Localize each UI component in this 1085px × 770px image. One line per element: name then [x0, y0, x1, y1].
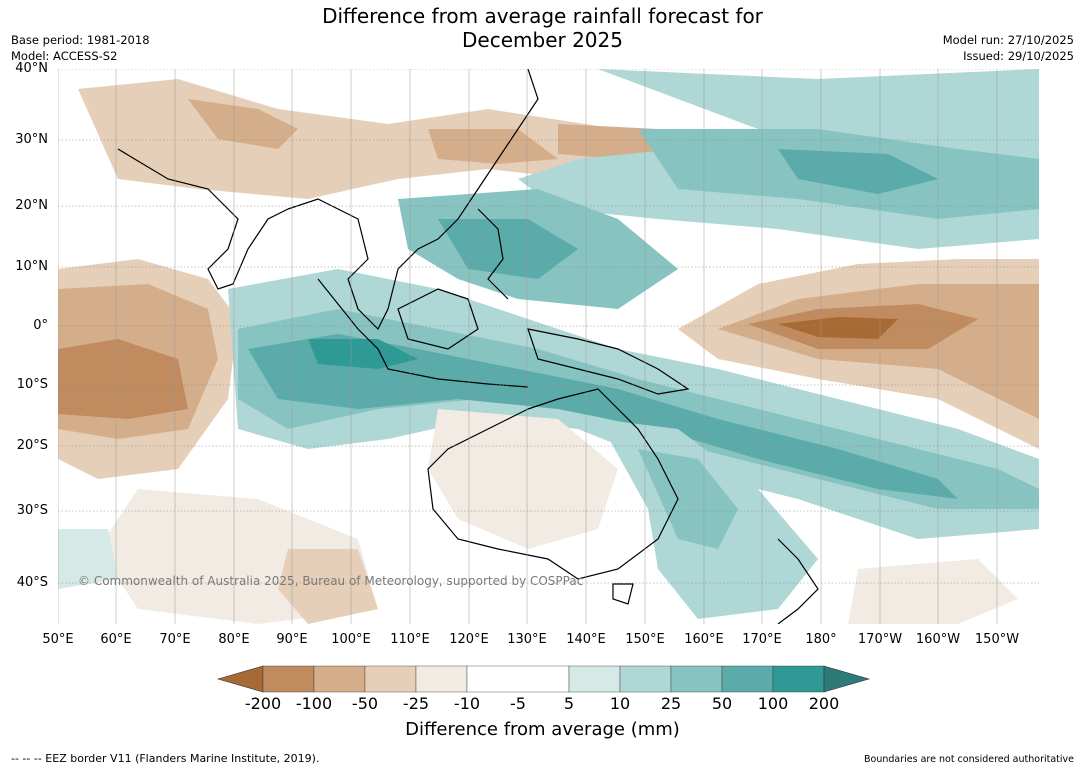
lon-label: 130°E	[507, 632, 547, 647]
lon-label: 120°E	[449, 632, 489, 647]
legend-tick: 10	[609, 694, 631, 713]
legend-tick: -25	[402, 694, 430, 713]
rainfall-anomaly-map	[58, 69, 1039, 624]
lat-label: 10°N	[15, 259, 48, 274]
legend-tick: -50	[351, 694, 379, 713]
legend-swatch	[619, 665, 672, 693]
lat-label: 0°	[33, 318, 48, 333]
legend-swatch	[772, 665, 825, 693]
eez-border-note: -- -- -- EEZ border V11 (Flanders Marine…	[11, 752, 320, 765]
base-period: Base period: 1981-2018	[11, 33, 150, 47]
lat-label: 10°S	[16, 377, 48, 392]
model-run: Model run: 27/10/2025	[942, 33, 1074, 47]
lon-label: 60°E	[100, 632, 132, 647]
gridlines	[58, 69, 1039, 584]
meta-left: Base period: 1981-2018 Model: ACCESS-S2	[11, 32, 150, 64]
copyright-notice: © Commonwealth of Australia 2025, Bureau…	[78, 574, 584, 588]
legend-tick: -200	[244, 694, 282, 713]
lon-label: 140°E	[566, 632, 606, 647]
legend-swatch	[415, 665, 468, 693]
legend-swatch	[568, 665, 621, 693]
legend-swatch	[466, 665, 570, 693]
legend-swatch	[364, 665, 417, 693]
legend-swatch	[313, 665, 366, 693]
lon-label: 70°E	[159, 632, 191, 647]
legend-tick: 200	[808, 694, 840, 713]
lon-label: 150°E	[625, 632, 665, 647]
model-name: Model: ACCESS-S2	[11, 49, 118, 63]
lon-label: 170°E	[742, 632, 782, 647]
legend-tick: 5	[563, 694, 575, 713]
lat-label: 30°N	[15, 132, 48, 147]
lon-label: 180°	[805, 632, 837, 647]
lat-label: 20°S	[16, 438, 48, 453]
boundaries-disclaimer: Boundaries are not considered authoritat…	[864, 754, 1074, 765]
lon-label: 160°E	[684, 632, 724, 647]
map-title: Difference from average rainfall forecas…	[0, 4, 1085, 52]
title-line-1: Difference from average rainfall forecas…	[322, 4, 763, 28]
lon-label: 50°E	[42, 632, 74, 647]
colour-legend	[0, 660, 1085, 730]
legend-tick: 25	[660, 694, 682, 713]
title-line-2: December 2025	[462, 28, 623, 52]
coastlines	[117, 69, 819, 624]
lon-label: 90°E	[276, 632, 308, 647]
legend-swatch	[670, 665, 723, 693]
meridians	[58, 69, 998, 624]
lon-label: 80°E	[218, 632, 250, 647]
legend-swatch	[721, 665, 774, 693]
issued-date: Issued: 29/10/2025	[963, 49, 1074, 63]
legend-tick: -5	[510, 694, 526, 713]
lon-label: 100°E	[331, 632, 371, 647]
legend-tick: -10	[453, 694, 481, 713]
lat-label: 40°S	[16, 575, 48, 590]
legend-tick: -100	[295, 694, 333, 713]
legend-swatch	[216, 665, 264, 693]
lat-label: 30°S	[16, 503, 48, 518]
legend-title: Difference from average (mm)	[405, 719, 680, 740]
map-canvas	[58, 69, 1039, 624]
legend-swatch	[262, 665, 315, 693]
anomaly-fields	[58, 69, 1039, 624]
lat-label: 40°N	[15, 61, 48, 76]
legend-colorbar	[216, 665, 871, 693]
lon-label: 150°W	[974, 632, 1020, 647]
lon-label: 160°W	[915, 632, 961, 647]
lat-label: 20°N	[15, 198, 48, 213]
legend-tick: 50	[711, 694, 733, 713]
lon-label: 170°W	[857, 632, 903, 647]
legend-swatch	[823, 665, 871, 693]
meta-right: Model run: 27/10/2025 Issued: 29/10/2025	[943, 32, 1074, 64]
lon-label: 110°E	[390, 632, 430, 647]
legend-tick: 100	[757, 694, 789, 713]
